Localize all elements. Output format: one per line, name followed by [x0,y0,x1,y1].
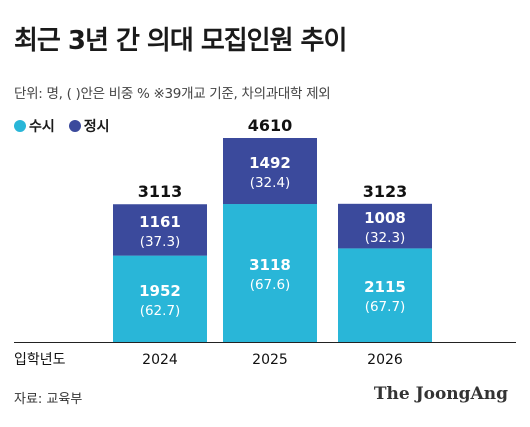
legend-item-jeongsi: 정시 [68,116,110,136]
chart-title: 최근 3년 간 의대 모집인원 추이 [14,26,347,56]
legend-item-susi: 수시 [14,116,55,136]
legend: 수시 정시 [14,116,110,136]
legend-swatch-susi [14,120,26,132]
share-label-jeongsi-2026: (32.3) [365,230,406,246]
chart-subtitle: 단위: 명, ( )안은 비중 % ※39개교 기준, 차의과대학 제외 [14,86,331,102]
source-note: 자료: 교육부 [14,392,83,407]
bar-jeongsi-2026 [338,203,432,249]
x-tick-label-2024: 2024 [142,352,178,368]
bar-jeongsi-2024 [113,204,207,256]
value-label-susi-2024: 1952 [139,282,181,300]
total-label-2024: 3113 [138,182,183,201]
share-label-jeongsi-2024: (37.3) [140,234,181,250]
x-axis-label: 입학년도 [14,352,66,368]
total-label-2026: 3123 [363,182,408,201]
share-label-jeongsi-2025: (32.4) [250,175,291,191]
value-label-jeongsi-2025: 1492 [249,154,291,172]
bar-susi-2026 [338,248,432,342]
bar-jeongsi-2025 [223,138,317,205]
value-label-jeongsi-2024: 1161 [139,213,181,231]
value-label-jeongsi-2026: 1008 [364,209,406,227]
bar-susi-2024 [113,255,207,342]
legend-swatch-jeongsi [68,120,81,132]
bar-susi-2025 [223,204,317,342]
share-label-susi-2026: (67.7) [365,299,406,315]
legend-label-susi: 수시 [29,119,55,135]
x-tick-label-2025: 2025 [252,352,288,368]
total-label-2025: 4610 [248,116,293,135]
share-label-susi-2024: (62.7) [140,303,181,319]
share-label-susi-2025: (67.6) [250,277,291,293]
brand-logo: The JoongAng [373,384,508,404]
x-tick-label-2026: 2026 [367,352,403,368]
value-label-susi-2025: 3118 [249,256,291,274]
value-label-susi-2026: 2115 [364,278,406,296]
legend-label-jeongsi: 정시 [83,119,110,135]
